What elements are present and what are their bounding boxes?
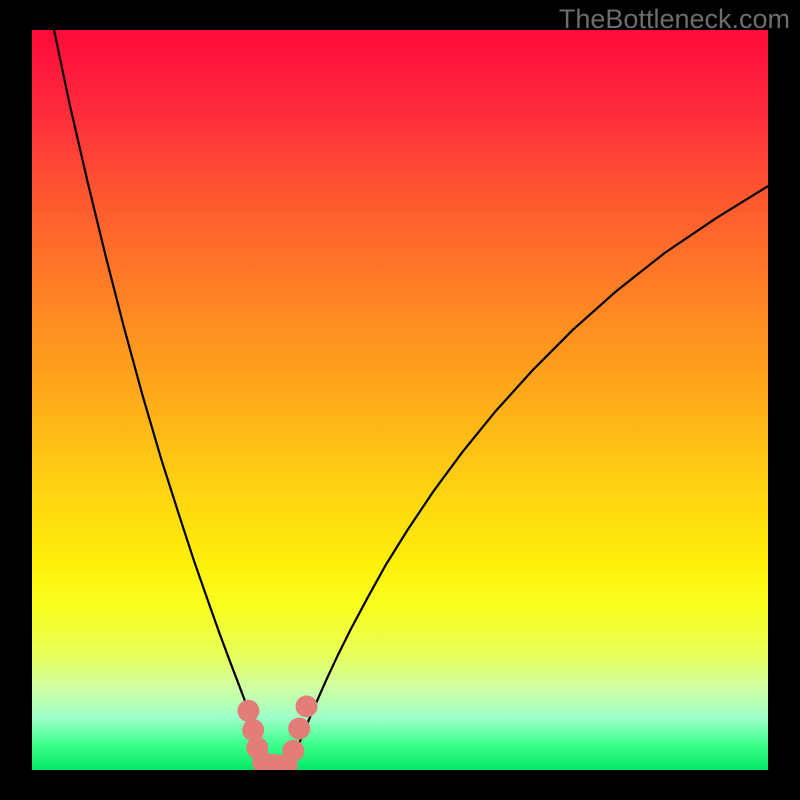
bottleneck-plot [32, 30, 768, 770]
curve-marker [282, 740, 304, 762]
curve-marker [296, 695, 318, 717]
curve-marker [288, 718, 310, 740]
chart-root: TheBottleneck.com [0, 0, 800, 800]
curve-marker [237, 700, 259, 722]
plot-background [32, 30, 768, 770]
